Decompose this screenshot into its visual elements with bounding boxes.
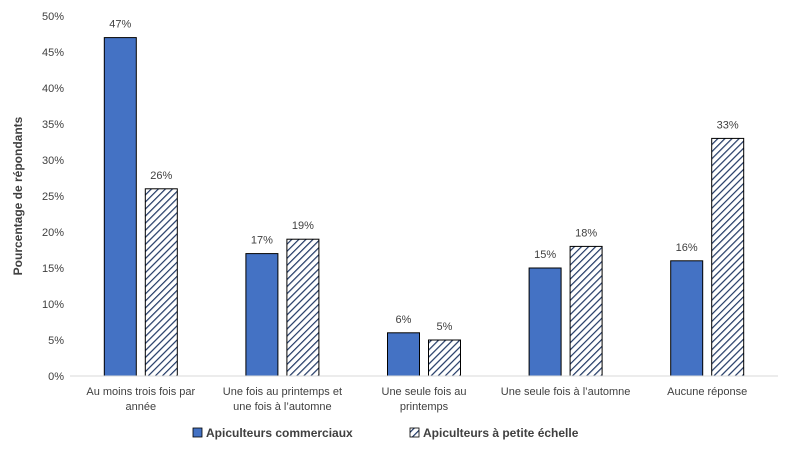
legend: Apiculteurs commerciaux Apiculteurs à pet… (192, 426, 579, 440)
bar-commercial (528, 267, 562, 377)
y-tick-label: 5% (48, 335, 64, 347)
bar-small-scale (569, 245, 603, 377)
y-tick-label: 30% (42, 155, 64, 167)
data-label: 17% (251, 235, 273, 247)
data-label: 16% (676, 242, 698, 254)
y-tick-label: 25% (42, 191, 64, 203)
x-category-label: Aucune réponse (667, 386, 747, 398)
y-tick-label: 40% (42, 83, 64, 95)
x-category-label: Une seule fois au printemps (382, 386, 467, 413)
y-axis-ticks: 0% 5% 10% 15% 20% 25% 30% 35% 40% 45% 50% (42, 11, 64, 383)
bar-commercial (670, 260, 704, 377)
x-category-label: Une seule fois à l’automne (501, 386, 631, 398)
x-category-label: Au moins trois fois par année (86, 386, 195, 413)
bar-commercial (103, 37, 137, 377)
bar-small-scale (144, 188, 178, 377)
data-label: 15% (534, 249, 556, 261)
y-axis-title-group: Pourcentage de répondants (11, 116, 25, 275)
x-axis-categories: Au moins trois fois par année Une fois au … (86, 386, 747, 413)
bar-small-scale (711, 137, 745, 377)
data-label: 26% (150, 170, 172, 182)
data-label: 19% (292, 220, 314, 232)
bar-small-scale (428, 339, 461, 377)
data-label: 5% (437, 321, 453, 333)
y-tick-label: 50% (42, 11, 64, 23)
legend-swatch (409, 427, 420, 438)
y-tick-label: 10% (42, 299, 64, 311)
data-label: 47% (109, 19, 131, 31)
y-tick-label: 0% (48, 371, 64, 383)
y-tick-label: 45% (42, 47, 64, 59)
legend-label: Apiculteurs à petite échelle (423, 426, 579, 440)
data-labels-group: 47% 26% 17% 19% 6% 5% 15% 18% 16% 33% (109, 19, 739, 333)
bar-commercial (245, 253, 279, 377)
legend-label: Apiculteurs commerciaux (206, 426, 353, 440)
bars-group (103, 37, 745, 377)
data-label: 33% (717, 119, 739, 131)
y-axis-title: Pourcentage de répondants (11, 116, 25, 275)
bar-small-scale (286, 238, 320, 377)
x-category-label: Une fois au printemps et une fois à l’aut… (223, 386, 342, 413)
y-tick-label: 15% (42, 263, 64, 275)
legend-swatch (192, 427, 203, 438)
y-tick-label: 20% (42, 227, 64, 239)
bar-commercial (387, 332, 420, 377)
y-tick-label: 35% (42, 119, 64, 131)
data-label: 6% (396, 314, 412, 326)
data-label: 18% (575, 227, 597, 239)
